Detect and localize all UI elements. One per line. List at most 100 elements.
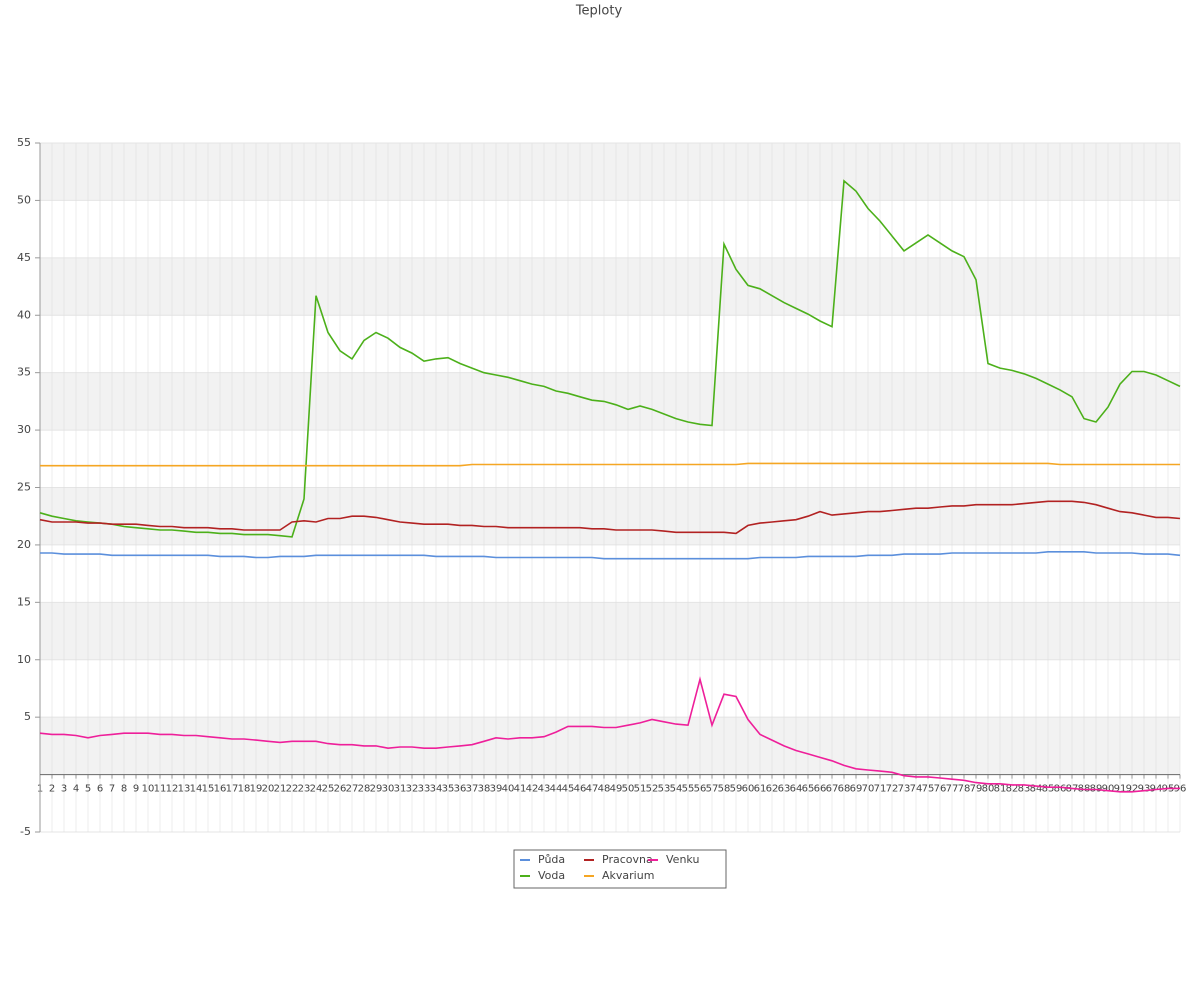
legend-label: Pracovna — [602, 853, 653, 866]
y-tick-label: 25 — [17, 481, 31, 494]
x-tick-label: 7 — [109, 784, 115, 795]
x-tick-label: 86 — [1054, 784, 1067, 795]
x-tick-label: 81 — [994, 784, 1007, 795]
y-tick-label: 30 — [17, 423, 31, 436]
y-tick-label: 50 — [17, 193, 31, 206]
x-tick-label: 32 — [406, 784, 419, 795]
x-tick-label: 83 — [1018, 784, 1031, 795]
series-line — [40, 551, 1181, 560]
x-tick-label: 51 — [634, 784, 647, 795]
x-tick-label: 58 — [718, 784, 731, 795]
x-tick-label: 59 — [730, 784, 743, 795]
x-tick-label: 80 — [982, 784, 995, 795]
series-line — [40, 462, 1180, 467]
x-tick-label: 43 — [538, 784, 551, 795]
x-tick-label: 85 — [1042, 784, 1055, 795]
y-tick-label: 40 — [17, 308, 31, 321]
x-tick-label: 90 — [1102, 784, 1115, 795]
x-tick-label: 57 — [706, 784, 719, 795]
x-tick-label: 45 — [562, 784, 575, 795]
band — [40, 257, 1180, 316]
x-tick-label: 28 — [358, 784, 371, 795]
x-tick-label: 38 — [478, 784, 491, 795]
legend-label: Venku — [666, 853, 699, 866]
x-tick-label: 52 — [646, 784, 659, 795]
x-tick-label: 68 — [838, 784, 851, 795]
x-tick-label: 35 — [442, 784, 455, 795]
x-tick-label: 29 — [370, 784, 383, 795]
x-tick-label: 37 — [466, 784, 479, 795]
band — [40, 602, 1180, 660]
x-tick-label: 34 — [430, 784, 443, 795]
x-tick-label: 25 — [322, 784, 335, 795]
x-tick-label: 4 — [73, 784, 79, 795]
x-tick-label: 19 — [250, 784, 263, 795]
x-tick-label: 18 — [238, 784, 251, 795]
band — [40, 487, 1180, 545]
x-tick-label: 47 — [586, 784, 599, 795]
x-tick-label: 69 — [850, 784, 863, 795]
x-tick-label: 40 — [502, 784, 515, 795]
x-tick-label: 6 — [97, 784, 103, 795]
x-tick-label: 3 — [61, 784, 67, 795]
series-line — [39, 500, 1181, 535]
x-tick-label: 60 — [742, 784, 755, 795]
x-tick-label: 73 — [898, 784, 911, 795]
x-tick-label: 92 — [1126, 784, 1139, 795]
x-tick-label: 82 — [1006, 784, 1019, 795]
y-tick-label: 15 — [17, 595, 31, 608]
x-tick-label: 44 — [550, 784, 563, 795]
y-tick-label: 45 — [17, 251, 31, 264]
x-tick-label: 15 — [202, 784, 215, 795]
x-tick-label: 64 — [790, 784, 803, 795]
band — [40, 143, 1180, 201]
band — [40, 717, 1180, 775]
y-tick-label: 10 — [17, 653, 31, 666]
x-tick-label: 76 — [934, 784, 947, 795]
band — [40, 372, 1180, 431]
x-tick-label: 41 — [514, 784, 527, 795]
x-tick-label: 33 — [418, 784, 431, 795]
x-tick-label: 79 — [970, 784, 983, 795]
chart-title: Teploty — [575, 4, 623, 19]
x-tick-label: 5 — [85, 784, 91, 795]
legend-label: Akvarium — [602, 869, 654, 882]
x-tick-label: 93 — [1138, 784, 1151, 795]
x-tick-label: 22 — [286, 784, 299, 795]
x-tick-label: 65 — [802, 784, 815, 795]
legend-label: Půda — [538, 853, 565, 866]
x-tick-label: 55 — [682, 784, 695, 795]
x-tick-label: 61 — [754, 784, 767, 795]
x-tick-label: 67 — [826, 784, 839, 795]
x-tick-label: 78 — [958, 784, 971, 795]
x-tick-label: 11 — [154, 784, 167, 795]
x-tick-label: 17 — [226, 784, 239, 795]
x-tick-label: 48 — [598, 784, 611, 795]
x-tick-label: 12 — [166, 784, 179, 795]
x-tick-label: 39 — [490, 784, 503, 795]
x-tick-label: 75 — [922, 784, 935, 795]
x-tick-label: 20 — [262, 784, 275, 795]
x-tick-label: 74 — [910, 784, 923, 795]
y-tick-label: 55 — [17, 136, 31, 149]
x-tick-label: 16 — [214, 784, 227, 795]
x-tick-label: 8 — [121, 784, 127, 795]
x-tick-label: 71 — [874, 784, 887, 795]
x-tick-label: 27 — [346, 784, 359, 795]
y-tick-label: 20 — [17, 538, 31, 551]
x-tick-label: 53 — [658, 784, 671, 795]
x-tick-label: 70 — [862, 784, 875, 795]
x-tick-label: 46 — [574, 784, 587, 795]
x-tick-label: 63 — [778, 784, 791, 795]
x-tick-label: 23 — [298, 784, 311, 795]
x-tick-label: 56 — [694, 784, 707, 795]
y-tick-label: -5 — [20, 825, 31, 838]
x-tick-label: 42 — [526, 784, 539, 795]
x-tick-label: 9 — [133, 784, 139, 795]
x-tick-label: 50 — [622, 784, 635, 795]
y-tick-label: 5 — [24, 710, 31, 723]
x-tick-label: 30 — [382, 784, 395, 795]
x-tick-label: 91 — [1114, 784, 1127, 795]
x-tick-label: 77 — [946, 784, 959, 795]
